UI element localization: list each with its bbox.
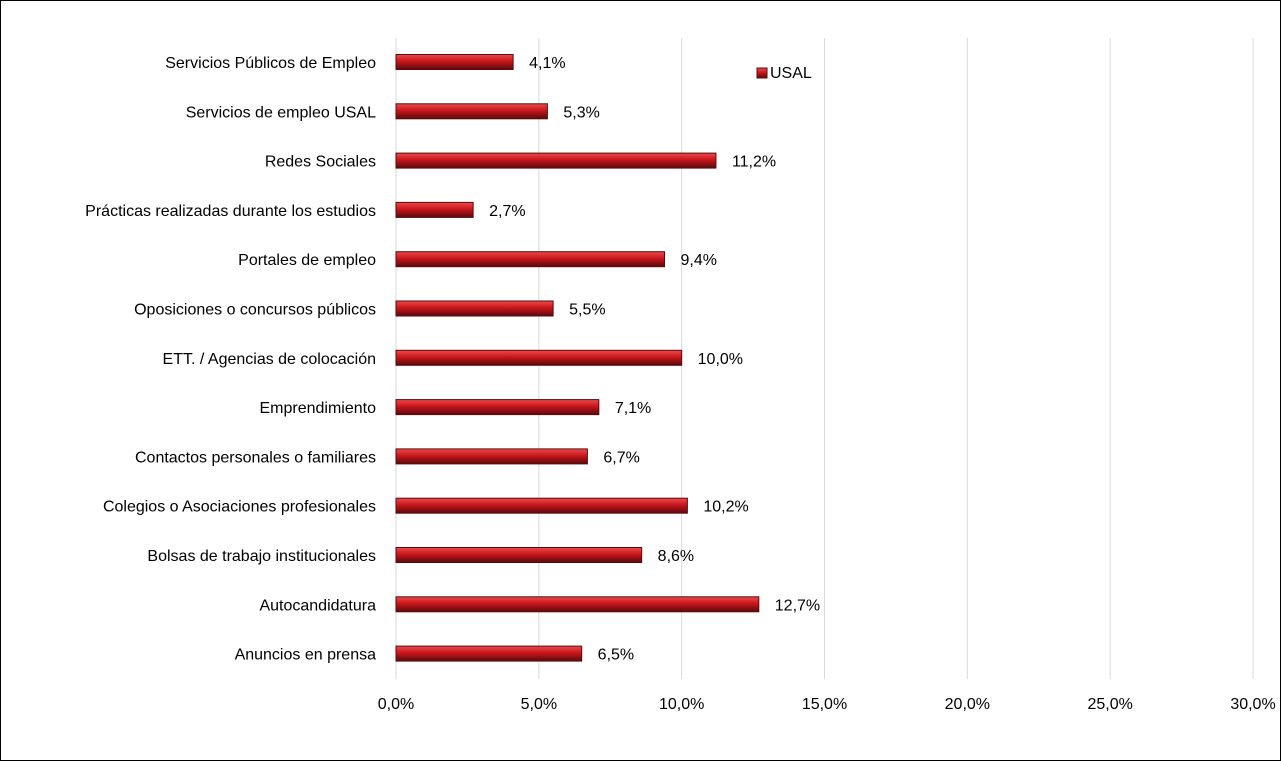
bar (395, 251, 666, 268)
bar (395, 547, 643, 563)
bar (395, 645, 583, 662)
x-tick-label: 0,0% (378, 696, 414, 713)
bars (395, 54, 760, 662)
data-label: 10,2% (703, 499, 748, 516)
x-tick-label: 15,0% (802, 696, 847, 713)
bar (395, 497, 688, 514)
bar (395, 103, 548, 120)
category-label: Emprendimiento (260, 400, 377, 417)
category-label: Servicios de empleo USAL (186, 104, 376, 121)
data-label: 4,1% (529, 55, 565, 72)
x-tick-label: 30,0% (1230, 696, 1275, 713)
legend-label: USAL (770, 65, 812, 82)
data-label: 7,1% (615, 400, 651, 417)
category-label: Bolsas de trabajo institucionales (147, 548, 376, 565)
data-label: 5,5% (569, 302, 605, 319)
bar (395, 596, 760, 613)
data-labels: 4,1% 5,3% 11,2% 2,7% 9,4% 5,5% 10,0% 7,1% 6,7% 10… (489, 55, 820, 664)
category-label: Contactos personales o familiares (135, 449, 376, 466)
legend-swatch (756, 67, 768, 79)
x-tick-label: 10,0% (659, 696, 704, 713)
bar (395, 201, 474, 218)
x-tick-labels: 0,0% 5,0% 10,0% 15,0% 20,0% 25,0% 30,0% (378, 696, 1276, 713)
x-tick-label: 5,0% (521, 696, 557, 713)
bar (395, 448, 588, 465)
x-tick-label: 25,0% (1087, 696, 1132, 713)
bar (395, 349, 683, 366)
data-label: 11,2% (732, 154, 776, 171)
category-label: Portales de empleo (238, 252, 376, 269)
data-label: 12,7% (775, 597, 820, 614)
category-label: Oposiciones o concursos públicos (134, 302, 376, 319)
bar (395, 54, 514, 70)
category-label: ETT. / Agencias de colocación (163, 351, 376, 368)
category-label: Servicios Públicos de Empleo (165, 55, 376, 72)
category-label: Autocandidatura (259, 597, 376, 614)
category-label: Redes Sociales (265, 154, 376, 171)
legend: USAL (756, 65, 812, 82)
category-label: Prácticas realizadas durante los estudio… (85, 203, 376, 220)
gridlines (395, 38, 1254, 679)
x-tick-label: 20,0% (945, 696, 990, 713)
data-label: 6,5% (598, 647, 634, 664)
category-labels: Servicios Públicos de Empleo Servicios de… (85, 55, 376, 664)
data-label: 9,4% (681, 252, 717, 269)
category-label: Anuncios en prensa (235, 647, 377, 664)
category-label: Colegios o Asociaciones profesionales (103, 499, 376, 516)
bar (395, 399, 600, 416)
data-label: 6,7% (603, 449, 639, 466)
data-label: 8,6% (658, 548, 694, 565)
bar (395, 152, 717, 169)
data-label: 5,3% (563, 104, 599, 121)
bar (395, 300, 554, 317)
data-label: 10,0% (698, 351, 743, 368)
data-label: 2,7% (489, 203, 525, 220)
